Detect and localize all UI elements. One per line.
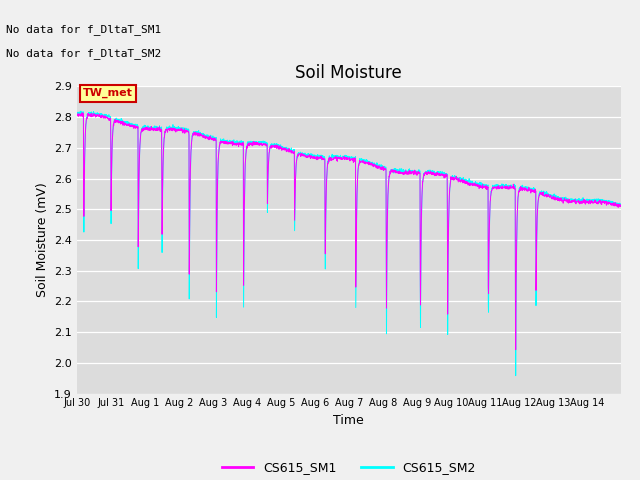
Text: TW_met: TW_met [83, 88, 132, 98]
Y-axis label: Soil Moisture (mV): Soil Moisture (mV) [35, 182, 49, 298]
Title: Soil Moisture: Soil Moisture [296, 64, 402, 82]
Legend: CS615_SM1, CS615_SM2: CS615_SM1, CS615_SM2 [217, 456, 481, 480]
Text: No data for f_DltaT_SM2: No data for f_DltaT_SM2 [6, 48, 162, 59]
Text: No data for f_DltaT_SM1: No data for f_DltaT_SM1 [6, 24, 162, 35]
X-axis label: Time: Time [333, 414, 364, 427]
